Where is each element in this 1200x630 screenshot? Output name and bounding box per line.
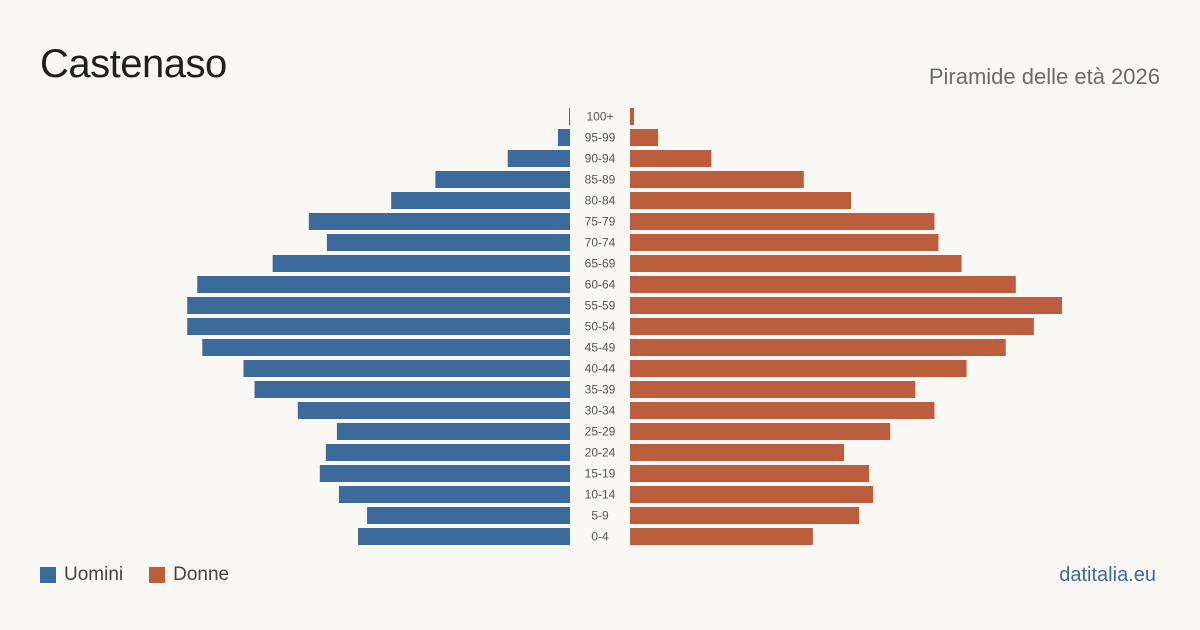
age-label-50-54: 50-54 [585, 320, 616, 334]
bar-women-45-49 [630, 339, 1006, 356]
age-label-40-44: 40-44 [585, 362, 616, 376]
age-label-85-89: 85-89 [585, 173, 616, 187]
age-label-80-84: 80-84 [585, 194, 616, 208]
age-label-60-64: 60-64 [585, 278, 616, 292]
legend-label-women: Donne [173, 564, 230, 585]
chart-subtitle: Piramide delle età 2026 [928, 64, 1160, 89]
chart-title: Castenaso [40, 42, 227, 86]
bar-women-100plus [630, 108, 635, 125]
bar-women-50-54 [630, 318, 1034, 335]
legend-swatch-men [40, 567, 56, 583]
legend-swatch-women [149, 567, 166, 583]
age-label-45-49: 45-49 [585, 341, 616, 355]
bar-women-25-29 [630, 423, 891, 440]
bar-men-70-74 [326, 234, 570, 251]
bar-women-90-94 [630, 150, 712, 167]
age-label-25-29: 25-29 [585, 425, 616, 439]
bar-men-100plus [568, 108, 570, 125]
bar-men-60-64 [197, 276, 570, 293]
bar-women-80-84 [630, 192, 852, 209]
bar-men-65-69 [272, 255, 570, 272]
age-label-30-34: 30-34 [585, 404, 616, 418]
age-label-90-94: 90-94 [585, 152, 616, 166]
bar-men-0-4 [358, 528, 570, 545]
bar-men-90-94 [507, 150, 570, 167]
bar-women-35-39 [630, 381, 916, 398]
bar-women-95-99 [630, 129, 659, 146]
bar-men-55-59 [187, 297, 570, 314]
age-label-65-69: 65-69 [585, 257, 616, 271]
bar-women-0-4 [630, 528, 813, 545]
bar-men-45-49 [202, 339, 570, 356]
bar-men-50-54 [187, 318, 570, 335]
legend-item-women: Donne [149, 564, 229, 586]
bar-men-30-34 [297, 402, 570, 419]
bar-women-55-59 [630, 297, 1062, 314]
bar-men-75-79 [308, 213, 570, 230]
bar-women-5-9 [630, 507, 860, 524]
bar-men-35-39 [254, 381, 570, 398]
bar-women-10-14 [630, 486, 874, 503]
bar-men-85-89 [435, 171, 570, 188]
bar-men-15-19 [319, 465, 570, 482]
age-label-10-14: 10-14 [585, 488, 616, 502]
bar-men-5-9 [367, 507, 570, 524]
bar-women-75-79 [630, 213, 935, 230]
bar-women-60-64 [630, 276, 1016, 293]
legend-item-men: Uomini [40, 564, 123, 586]
bar-women-85-89 [630, 171, 804, 188]
age-label-35-39: 35-39 [585, 383, 616, 397]
legend: Uomini Donne [40, 564, 229, 586]
bar-women-20-24 [630, 444, 844, 461]
age-label-55-59: 55-59 [585, 299, 616, 313]
bar-women-65-69 [630, 255, 962, 272]
age-label-70-74: 70-74 [585, 236, 616, 250]
source-link[interactable]: datitalia.eu [1059, 564, 1156, 586]
age-label-5-9: 5-9 [591, 509, 609, 523]
bar-men-20-24 [325, 444, 570, 461]
age-label-20-24: 20-24 [585, 446, 616, 460]
age-label-0-4: 0-4 [591, 530, 609, 544]
bar-women-30-34 [630, 402, 935, 419]
bar-men-40-44 [243, 360, 570, 377]
bar-men-80-84 [391, 192, 570, 209]
legend-label-men: Uomini [64, 564, 124, 585]
age-label-95-99: 95-99 [585, 131, 616, 145]
bar-men-25-29 [336, 423, 570, 440]
age-label-75-79: 75-79 [585, 215, 616, 229]
age-label-100plus: 100+ [586, 110, 613, 124]
bar-men-95-99 [557, 129, 570, 146]
bar-women-70-74 [630, 234, 939, 251]
bar-women-15-19 [630, 465, 870, 482]
bar-women-40-44 [630, 360, 967, 377]
bar-men-10-14 [338, 486, 570, 503]
age-label-15-19: 15-19 [585, 467, 616, 481]
